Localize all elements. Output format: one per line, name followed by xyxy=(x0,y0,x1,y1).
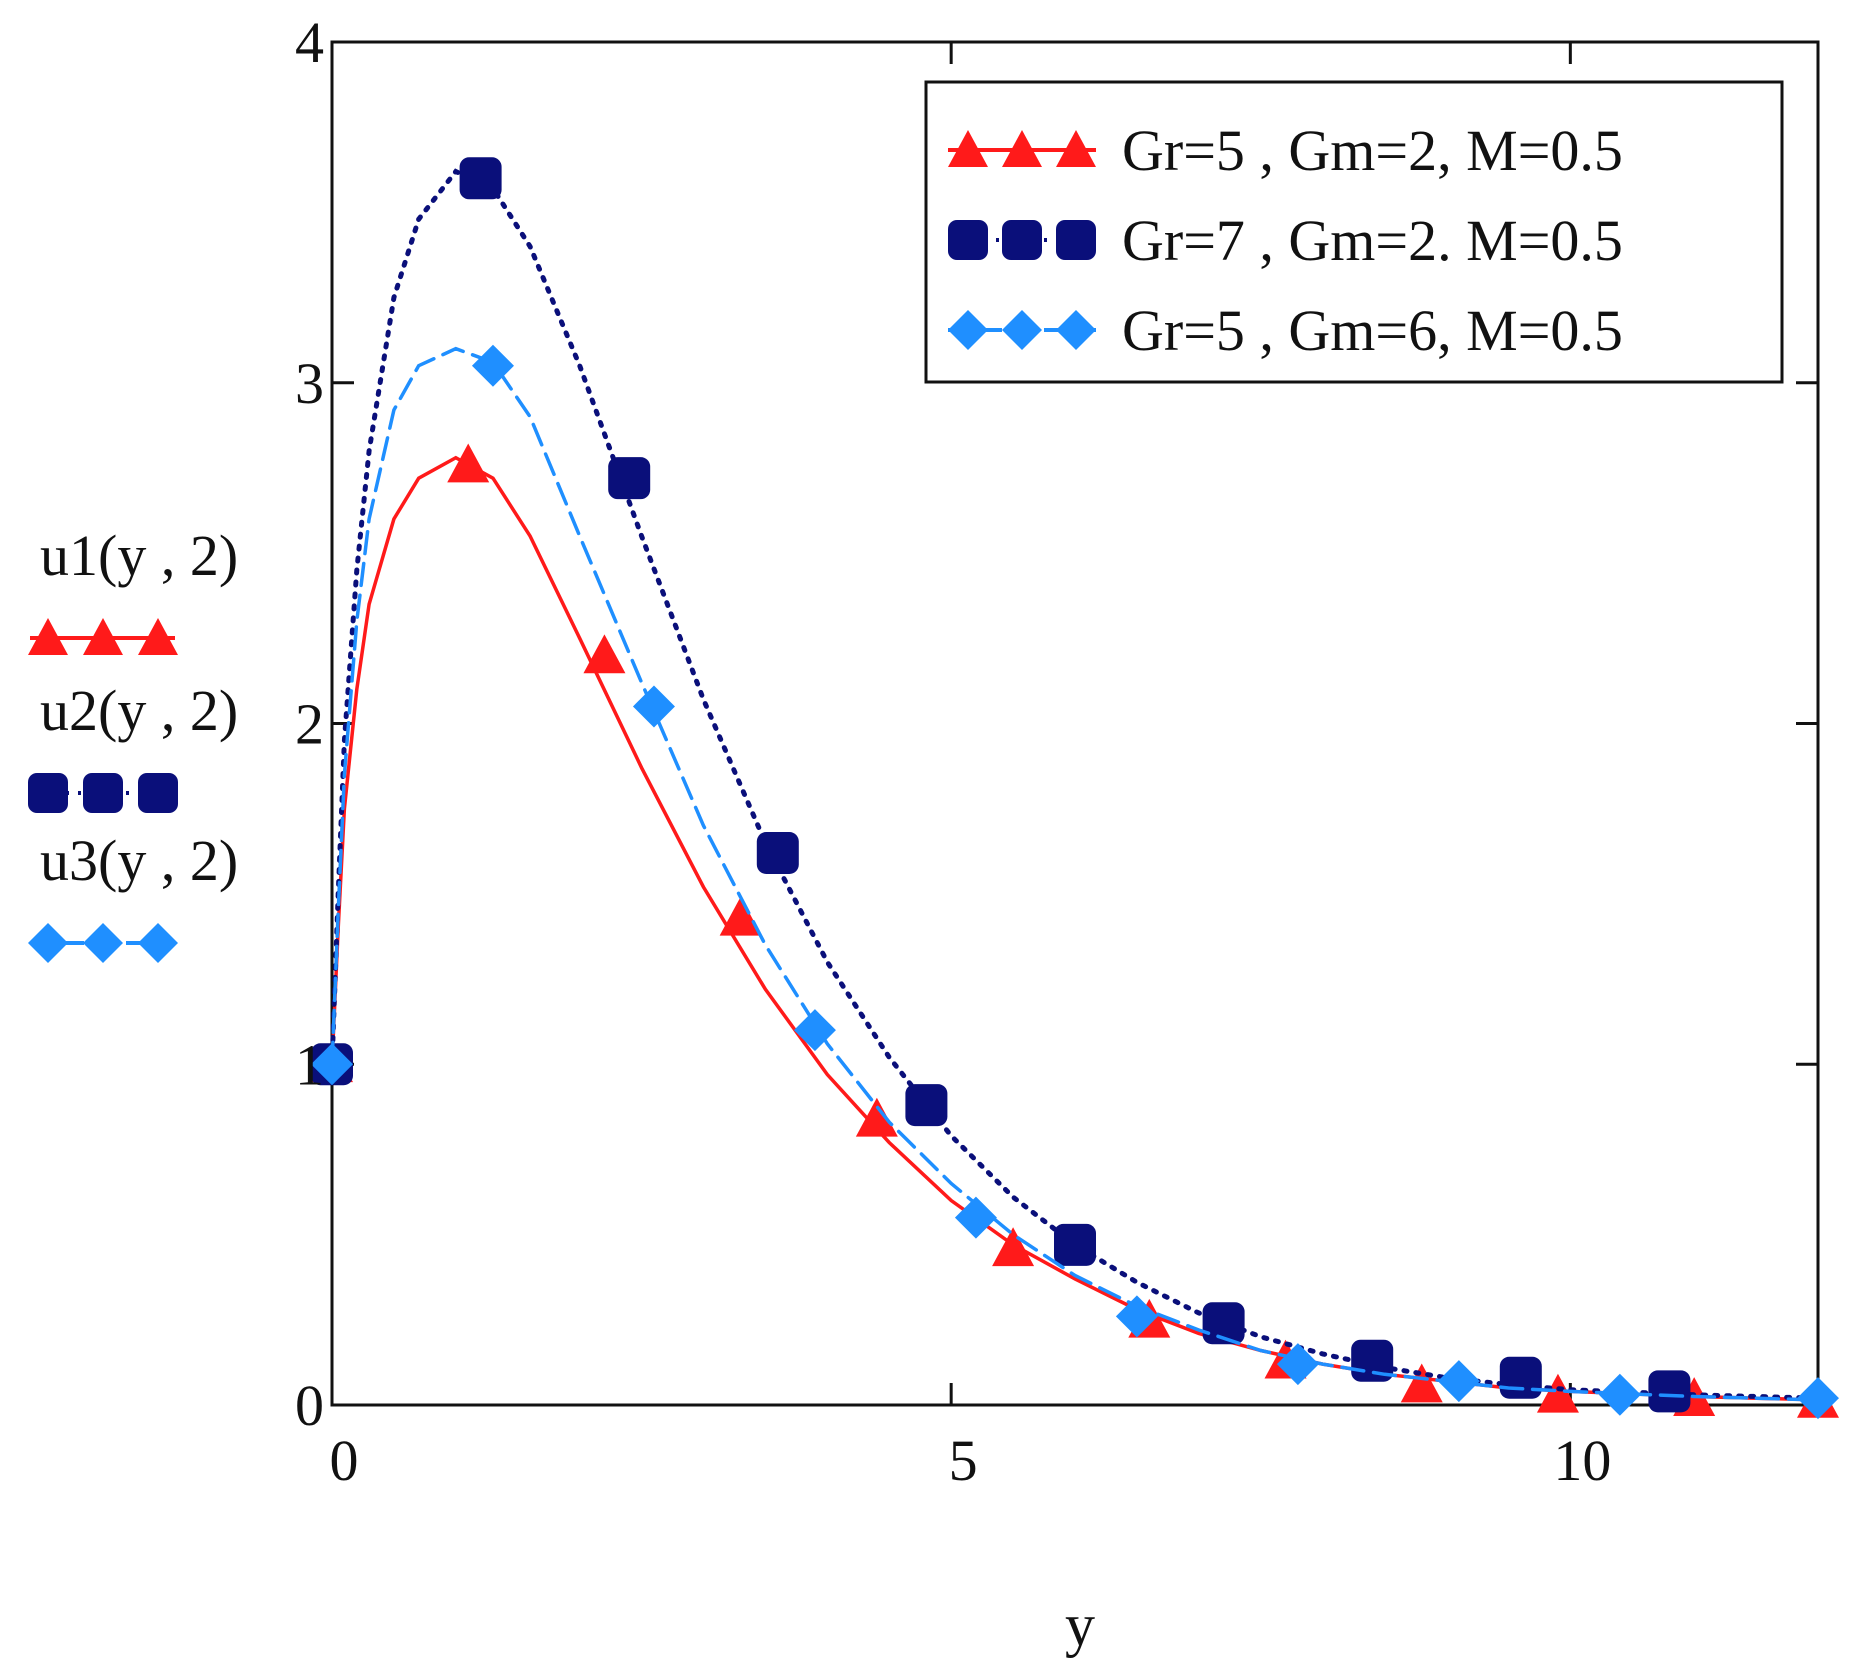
legend-marker xyxy=(1056,130,1096,167)
legend-marker xyxy=(1002,220,1042,260)
y-axis-sample-marker xyxy=(28,618,68,655)
series-line xyxy=(330,346,1820,1402)
data-point xyxy=(1115,1295,1158,1338)
data-point xyxy=(1437,1360,1480,1403)
data-point xyxy=(1648,1370,1691,1413)
x-tick-label: 5 xyxy=(949,1428,978,1493)
legend-marker xyxy=(1056,220,1096,260)
y-axis-series-label: u1(y , 2) xyxy=(40,523,238,588)
data-point xyxy=(471,344,514,387)
legend-label: Gr=7 , Gm=2. M=0.5 xyxy=(1122,208,1623,273)
y-tick-label: 1 xyxy=(295,1032,324,1097)
data-point xyxy=(1202,1302,1245,1345)
legend-label: Gr=5 , Gm=2, M=0.5 xyxy=(1122,118,1623,183)
legend-marker xyxy=(948,220,988,260)
data-point xyxy=(1797,1377,1839,1420)
data-point xyxy=(583,634,626,674)
data-point xyxy=(992,1227,1035,1267)
axes-layer xyxy=(330,40,1820,1407)
data-point xyxy=(756,831,799,874)
data-point xyxy=(632,685,675,728)
legend: Gr=5 , Gm=2, M=0.5 Gr=7 , Gm=2. M=0.5 Gr=5… xyxy=(924,80,1784,384)
y-axis-sample-marker xyxy=(138,618,178,655)
data-point xyxy=(1054,1223,1096,1266)
x-tick-label: 0 xyxy=(330,1428,359,1493)
y-axis-series-label: u2(y , 2) xyxy=(40,678,238,743)
series-1 xyxy=(311,443,1839,1418)
data-point xyxy=(1536,1373,1579,1413)
data-point xyxy=(311,1043,353,1086)
y-axis-series-labels: u1(y , 2) u2(y , 2) u3(y , 2) xyxy=(28,523,238,963)
y-tick-label: 0 xyxy=(295,1373,324,1438)
data-point xyxy=(1276,1343,1319,1386)
legend-label: Gr=5 , Gm=6, M=0.5 xyxy=(1122,298,1623,363)
data-point xyxy=(459,157,502,200)
y-tick-label: 3 xyxy=(295,351,324,416)
data-point xyxy=(1499,1356,1542,1399)
legend-marker xyxy=(948,130,988,167)
data-point xyxy=(1598,1373,1641,1416)
y-axis-sample-marker xyxy=(83,618,123,655)
series-3 xyxy=(311,344,1839,1420)
legend-item-2: Gr=7 , Gm=2. M=0.5 xyxy=(948,208,1623,273)
y-tick-label: 4 xyxy=(295,10,324,75)
legend-marker xyxy=(1002,310,1042,350)
data-point xyxy=(608,457,651,500)
legend-marker xyxy=(948,310,988,350)
y-axis-sample-marker xyxy=(83,923,123,963)
data-point xyxy=(1400,1363,1443,1403)
legend-item-1: Gr=5 , Gm=2, M=0.5 xyxy=(948,118,1623,183)
data-point xyxy=(855,1097,898,1137)
legend-marker xyxy=(1056,310,1096,350)
x-tick-label: 10 xyxy=(1553,1428,1611,1493)
data-point xyxy=(905,1084,948,1127)
x-axis-label: y xyxy=(1065,1592,1095,1658)
data-point xyxy=(447,443,490,483)
y-axis-sample-marker xyxy=(83,773,123,813)
y-axis-sample-marker xyxy=(28,923,68,963)
data-point xyxy=(793,1009,836,1052)
series-layer xyxy=(311,157,1839,1420)
series-2 xyxy=(311,157,1821,1413)
y-axis-series-label: u3(y , 2) xyxy=(40,828,238,893)
series-line xyxy=(329,168,1821,1401)
tick-label-layer: 0 1 2 3 4 0 5 10 xyxy=(295,10,1611,1493)
y-axis-sample-marker xyxy=(28,773,68,813)
y-axis-sample-marker xyxy=(138,923,178,963)
data-point xyxy=(954,1196,997,1239)
y-tick-label: 2 xyxy=(295,692,324,757)
data-point xyxy=(719,896,762,936)
legend-marker xyxy=(1002,130,1042,167)
legend-item-3: Gr=5 , Gm=6, M=0.5 xyxy=(948,298,1623,363)
y-axis-sample-marker xyxy=(138,773,178,813)
